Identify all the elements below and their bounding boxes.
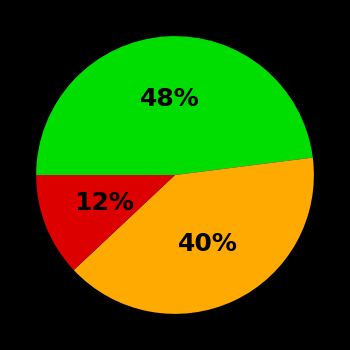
Text: 48%: 48% bbox=[140, 87, 200, 111]
Wedge shape bbox=[36, 36, 313, 175]
Text: 40%: 40% bbox=[177, 232, 237, 256]
Wedge shape bbox=[74, 158, 314, 314]
Wedge shape bbox=[36, 175, 175, 270]
Text: 12%: 12% bbox=[74, 191, 134, 215]
